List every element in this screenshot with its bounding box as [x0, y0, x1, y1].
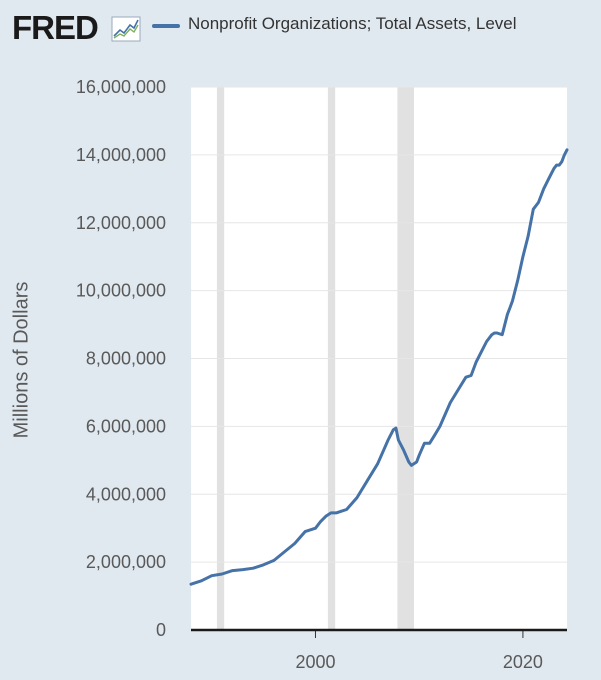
y-tick-label: 4,000,000 — [86, 484, 166, 504]
legend-label: Nonprofit Organizations; Total Assets, L… — [188, 14, 517, 33]
legend-swatch — [152, 24, 180, 28]
y-tick-label: 6,000,000 — [86, 416, 166, 436]
y-tick-label: 14,000,000 — [76, 145, 166, 165]
y-tick-label: 10,000,000 — [76, 281, 166, 301]
chart-header: FRED Nonprofit Organizations; Total Asse… — [0, 0, 601, 70]
y-tick-label: 8,000,000 — [86, 349, 166, 369]
y-tick-label: 12,000,000 — [76, 213, 166, 233]
y-tick-label: 16,000,000 — [76, 77, 166, 97]
y-tick-label: 2,000,000 — [86, 552, 166, 572]
fred-logo[interactable]: FRED — [12, 9, 99, 46]
chart-line-icon — [111, 16, 141, 42]
x-tick-label: 2000 — [295, 652, 335, 672]
series-line — [189, 148, 569, 586]
x-tick-label: 2020 — [503, 652, 543, 672]
y-tick-label: 0 — [156, 620, 166, 640]
